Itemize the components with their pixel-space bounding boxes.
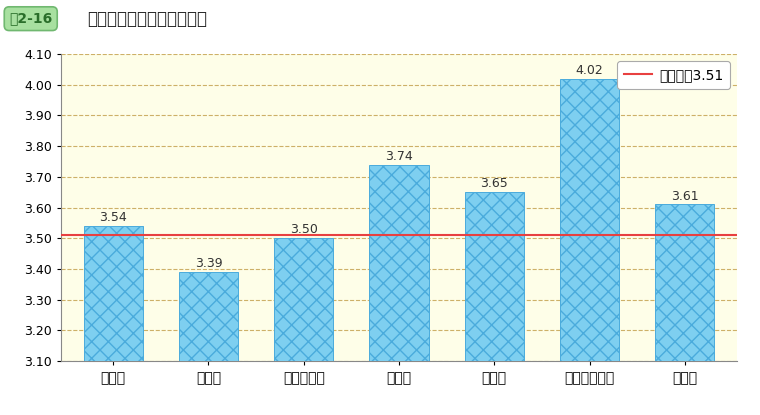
Text: 職制段階別の回答の平均値: 職制段階別の回答の平均値 (87, 10, 207, 28)
Legend: 総平均値3.51: 総平均値3.51 (617, 61, 730, 89)
Text: 図2-16: 図2-16 (9, 12, 52, 26)
Bar (84, 226, 143, 361)
Text: 3.61: 3.61 (671, 190, 698, 203)
Text: 3.74: 3.74 (385, 150, 413, 163)
Bar (369, 164, 429, 361)
Bar (464, 192, 524, 361)
Text: 3.50: 3.50 (290, 223, 318, 237)
Bar (655, 205, 714, 361)
Bar (179, 272, 238, 361)
Bar (560, 78, 619, 361)
Bar (274, 238, 334, 361)
Text: 4.02: 4.02 (575, 63, 603, 77)
Text: 3.54: 3.54 (100, 211, 127, 224)
Text: 3.39: 3.39 (195, 257, 222, 270)
Text: 3.65: 3.65 (480, 177, 508, 190)
